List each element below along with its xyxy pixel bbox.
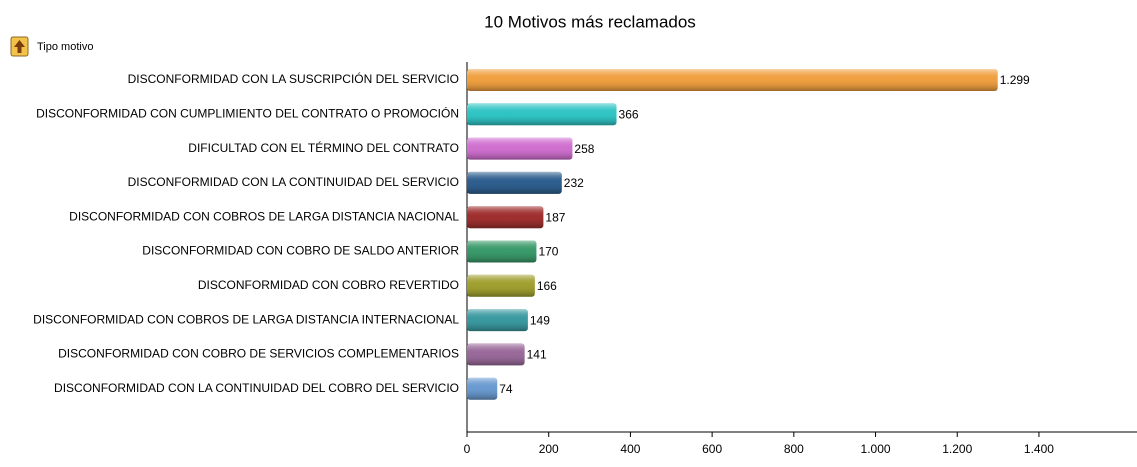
x-tick-label: 400 [620, 442, 640, 456]
x-tick-label: 1.000 [861, 442, 891, 456]
y-tick-label: DIFICULTAD CON EL TÉRMINO DEL CONTRATO [188, 140, 459, 155]
x-tick-label: 600 [702, 442, 722, 456]
y-tick-label: DISCONFORMIDAD CON CUMPLIMIENTO DEL CONT… [36, 105, 459, 120]
bar-shade [467, 274, 535, 297]
bar-shade [467, 103, 617, 126]
x-tick-label: 1.400 [1024, 442, 1054, 456]
value-label: 141 [527, 348, 547, 362]
value-label: 74 [499, 382, 513, 396]
value-label: 366 [619, 107, 639, 121]
bar-shade [467, 377, 498, 400]
value-label: 232 [564, 176, 584, 190]
bar-shade [467, 343, 525, 366]
bar-shade [467, 69, 998, 91]
bar-shade [467, 137, 573, 160]
bar-shade [467, 206, 544, 229]
y-tick-label: DISCONFORMIDAD CON COBRO REVERTIDO [198, 278, 459, 292]
y-tick-label: DISCONFORMIDAD CON COBROS DE LARGA DISTA… [69, 209, 459, 223]
x-tick-label: 1.200 [942, 442, 972, 456]
sort-icon[interactable] [10, 36, 29, 57]
value-label: 149 [530, 313, 550, 327]
value-label: 170 [538, 245, 558, 259]
bar-shade [467, 309, 528, 332]
y-tick-label: DISCONFORMIDAD CON LA SUSCRIPCIÓN DEL SE… [128, 71, 459, 86]
y-tick-label: DISCONFORMIDAD CON LA CONTINUIDAD DEL SE… [128, 175, 459, 189]
chart-title: 10 Motivos más reclamados [484, 12, 696, 31]
bar-shade [467, 171, 562, 194]
value-label: 1.299 [1000, 73, 1030, 87]
legend-label: Tipo motivo [37, 41, 93, 53]
value-label: 258 [574, 142, 594, 156]
value-label: 187 [545, 210, 565, 224]
y-tick-label: DISCONFORMIDAD CON COBROS DE LARGA DISTA… [33, 312, 459, 326]
y-tick-label: DISCONFORMIDAD CON COBRO DE SALDO ANTERI… [142, 244, 459, 258]
y-tick-label: DISCONFORMIDAD CON COBRO DE SERVICIOS CO… [58, 347, 459, 361]
x-tick-label: 800 [784, 442, 804, 456]
bar-shade [467, 240, 537, 263]
x-tick-label: 0 [464, 442, 471, 456]
x-tick-label: 200 [539, 442, 559, 456]
value-label: 166 [537, 279, 557, 293]
y-tick-label: DISCONFORMIDAD CON LA CONTINUIDAD DEL CO… [54, 381, 459, 395]
icon-arrow[interactable] [14, 40, 25, 53]
